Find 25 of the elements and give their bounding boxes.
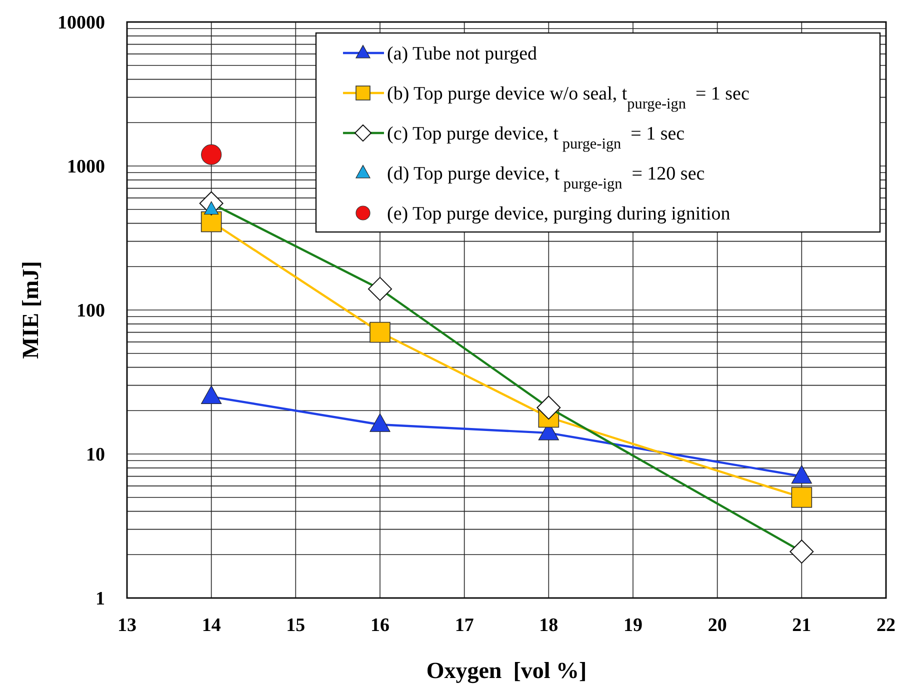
x-tick-label: 19 <box>624 615 642 636</box>
x-tick-label: 22 <box>876 615 896 636</box>
y-tick-label: 1000 <box>67 156 105 178</box>
y-axis-title: MIE [mJ] <box>18 261 43 359</box>
y-tick-label: 1 <box>96 588 105 610</box>
x-tick-label: 15 <box>286 615 306 636</box>
y-tick-label: 10 <box>86 444 105 466</box>
x-axis-title: Oxygen [vol %] <box>426 658 587 684</box>
legend-label: (d) Top purge device, t $_{purge-ign}$ = 120 sec <box>387 164 705 192</box>
point <box>791 486 812 508</box>
point <box>201 144 222 165</box>
x-tick-label: 14 <box>202 615 222 636</box>
x-tick-label: 13 <box>118 615 136 636</box>
point <box>370 322 390 343</box>
x-tick-label: 20 <box>708 615 727 636</box>
y-tick-label: 100 <box>76 300 105 322</box>
x-tick-label: 16 <box>370 615 390 636</box>
legend-label: (c) Top purge device, t $_{purge-ign}$ = 1 sec <box>387 124 685 152</box>
x-tick-label: 18 <box>539 615 558 636</box>
legend-label: (e) Top purge device, purging during ignition <box>387 204 731 225</box>
legend-label: (a) Tube not purged <box>387 44 538 65</box>
legend-label: (b) Top purge device w/o seal, t$_{purge-ign}$ = 1 sec <box>387 84 750 112</box>
x-tick-label: 17 <box>454 615 474 636</box>
y-tick-label: 10000 <box>58 12 105 34</box>
x-tick-label: 21 <box>792 615 812 636</box>
